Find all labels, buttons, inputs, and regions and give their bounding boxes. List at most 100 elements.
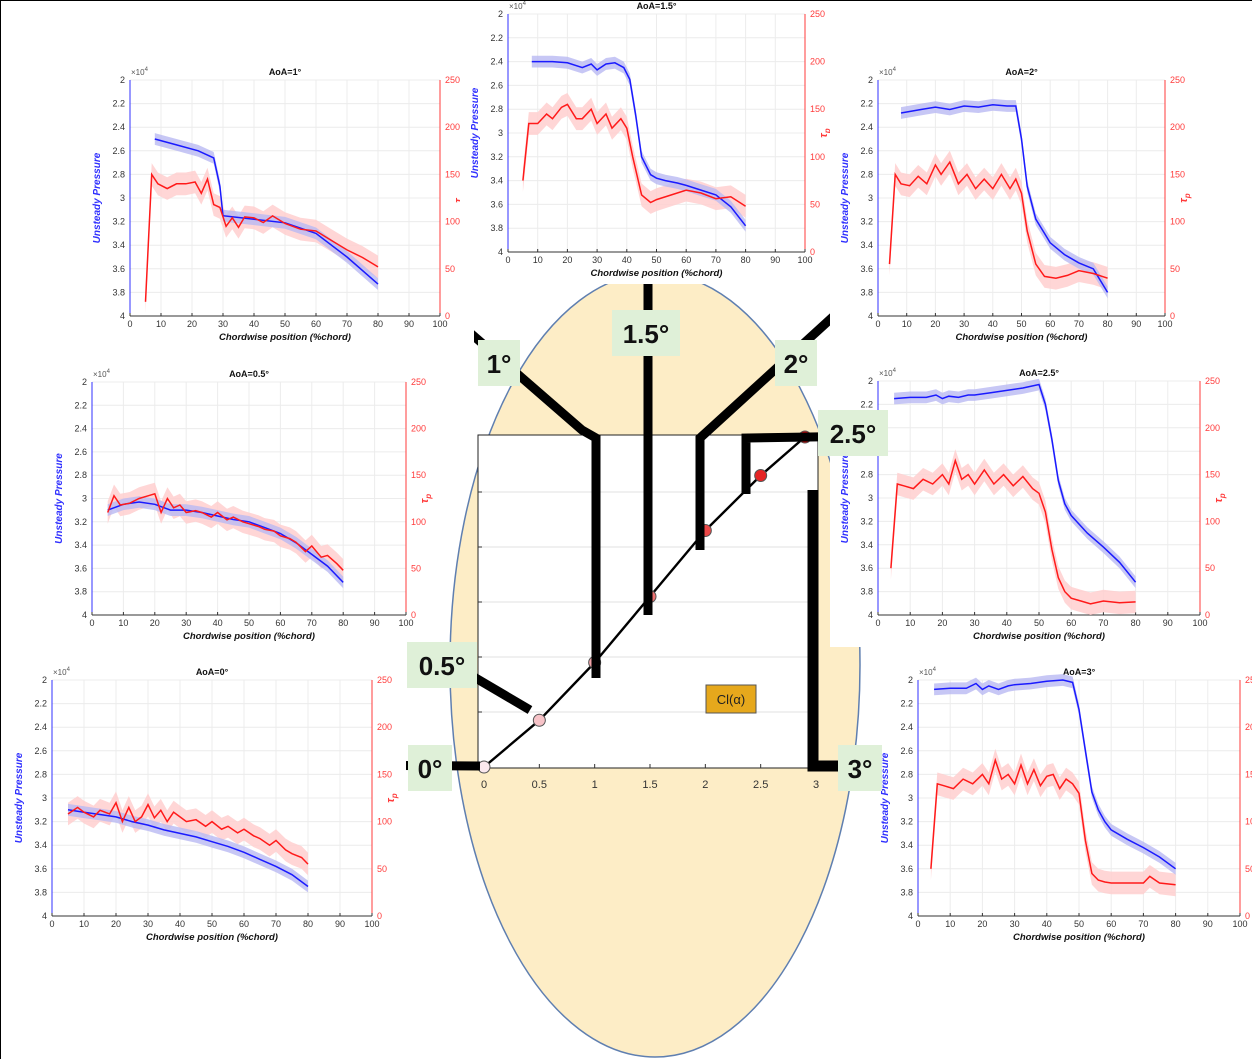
- panel-y2-tick-label: 50: [810, 199, 820, 209]
- panel-y2-tick-label: 250: [810, 9, 825, 19]
- panel-y-label-right: τp: [1178, 193, 1192, 203]
- panel-x-tick-label: 50: [280, 319, 290, 329]
- panel-y2-tick-label: 250: [445, 75, 460, 85]
- panel-x-tick-label: 80: [741, 255, 751, 265]
- panel-y-tick-label: 2: [868, 75, 873, 85]
- angle-label-a1: 1°: [487, 349, 512, 379]
- panel-x-tick-label: 60: [1066, 618, 1076, 628]
- panel-x-tick-label: 90: [335, 919, 345, 929]
- panel-y-tick-label: 4: [42, 911, 47, 921]
- panel-x-tick-label: 10: [905, 618, 915, 628]
- cl-x-tick-label: 2.5: [753, 779, 768, 791]
- panel-x-tick-label: 70: [1138, 919, 1148, 929]
- pressure-line: [900, 104, 1109, 293]
- panel-y-tick-label: 3.2: [34, 817, 47, 827]
- panel-y-tick-label: 2.6: [860, 146, 873, 156]
- panel-x-tick-label: 40: [175, 919, 185, 929]
- panel-y2-tick-label: 100: [810, 152, 825, 162]
- panel-y-tick-label: 2: [120, 75, 125, 85]
- panel-y-tick-label: 4: [908, 911, 913, 921]
- panel-x-tick-label: 90: [404, 319, 414, 329]
- panel-y-tick-label: 2.6: [34, 746, 47, 756]
- panel-x-tick-label: 20: [111, 919, 121, 929]
- panel-x-tick-label: 80: [1103, 319, 1113, 329]
- angle-labels: 1° 1.5° 2° 2.5° 0.5° 0° 3°: [407, 310, 888, 791]
- panel-y-tick-label: 3.4: [34, 840, 47, 850]
- panel-x-tick-label: 70: [271, 919, 281, 929]
- panel-x-tick-label: 60: [681, 255, 691, 265]
- panel-y2-tick-label: 0: [810, 247, 815, 257]
- panel-x-tick-label: 60: [1106, 919, 1116, 929]
- panel-x-tick-label: 70: [342, 319, 352, 329]
- panel-y-tick-label: 3: [868, 493, 873, 503]
- panel-x-label: Chordwise position (%chord): [956, 332, 1088, 343]
- panel-y2-tick-label: 150: [1205, 470, 1220, 480]
- tau-line: [522, 103, 747, 207]
- cl-x-tick-label: 0.5: [532, 779, 547, 791]
- panel-background: [870, 660, 1252, 948]
- panel-title: AoA=3°: [1063, 667, 1096, 677]
- aoa-panel: 010203040506070809010022.22.42.62.833.23…: [830, 361, 1234, 647]
- panel-y2-tick-label: 100: [377, 817, 392, 827]
- panel-y-tick-label: 2.4: [860, 122, 873, 132]
- panel-x-tick-label: 0: [875, 319, 880, 329]
- panel-exponent-power: 4: [523, 1, 527, 7]
- panel-y-label-right-sub: p: [424, 494, 433, 500]
- panel-x-tick-label: 70: [1074, 319, 1084, 329]
- panel-x-tick-label: 10: [118, 618, 128, 628]
- panel-y-tick-label: 2.8: [34, 769, 47, 779]
- cl-legend-box: [705, 684, 757, 714]
- panel-y-label-right: τp: [385, 793, 399, 803]
- panel-title: AoA=0°: [196, 667, 229, 677]
- panel-y-tick-label: 2.6: [74, 447, 87, 457]
- tau-line: [890, 458, 1136, 605]
- panel-y2-tick-label: 150: [445, 169, 460, 179]
- panel-y-tick-label: 2: [82, 377, 87, 387]
- cl-x-tick-label: 1: [592, 779, 598, 791]
- panel-x-tick-label: 0: [875, 618, 880, 628]
- panel-x-label: Chordwise position (%chord): [973, 631, 1105, 642]
- panel-x-tick-label: 40: [1002, 618, 1012, 628]
- panel-x-tick-label: 10: [902, 319, 912, 329]
- pressure-band: [934, 674, 1176, 875]
- panel-x-tick-label: 40: [622, 255, 632, 265]
- panel-y-tick-label: 3.8: [860, 587, 873, 597]
- panel-x-tick-label: 80: [303, 919, 313, 929]
- panel-y2-tick-label: 0: [377, 911, 382, 921]
- panel-x-tick-label: 50: [1074, 919, 1084, 929]
- panel-y-tick-label: 2.2: [860, 399, 873, 409]
- panel-x-tick-label: 90: [370, 618, 380, 628]
- panel-x-tick-label: 20: [187, 319, 197, 329]
- panel-y-tick-label: 3: [498, 128, 503, 138]
- panel-y2-tick-label: 150: [810, 104, 825, 114]
- panel-y-label-left: Unsteady Pressure: [470, 87, 481, 178]
- angle-label-a25: 2.5°: [830, 419, 877, 449]
- panel-exponent: ×104: [509, 1, 527, 11]
- panel-x-tick-label: 100: [398, 618, 413, 628]
- panel-x-tick-label: 60: [311, 319, 321, 329]
- panel-y2-tick-label: 250: [1245, 675, 1252, 685]
- panel-y2-tick-label: 50: [1170, 264, 1180, 274]
- panel-x-tick-label: 30: [1010, 919, 1020, 929]
- panel-y2-tick-label: 100: [1170, 217, 1185, 227]
- panel-x-label: Chordwise position (%chord): [1013, 932, 1145, 943]
- panel-x-tick-label: 10: [156, 319, 166, 329]
- panel-y-tick-label: 3: [120, 193, 125, 203]
- panel-exponent: ×104: [93, 369, 111, 379]
- panel-y-tick-label: 2.8: [490, 104, 503, 114]
- panel-x-tick-label: 100: [364, 919, 379, 929]
- panel-x-tick-label: 70: [711, 255, 721, 265]
- panel-y2-tick-label: 200: [411, 424, 426, 434]
- panel-y-tick-label: 3.6: [860, 563, 873, 573]
- panel-y-tick-label: 3.2: [112, 217, 125, 227]
- panel-x-tick-label: 100: [1192, 618, 1207, 628]
- panel-y-tick-label: 3.8: [34, 887, 47, 897]
- panel-y-tick-label: 3.4: [112, 240, 125, 250]
- panel-x-tick-label: 10: [79, 919, 89, 929]
- panel-x-label: Chordwise position (%chord): [219, 332, 351, 343]
- panel-y2-tick-label: 0: [1245, 911, 1250, 921]
- panel-y-tick-label: 3.8: [490, 223, 503, 233]
- panel-y-tick-label: 2.8: [860, 169, 873, 179]
